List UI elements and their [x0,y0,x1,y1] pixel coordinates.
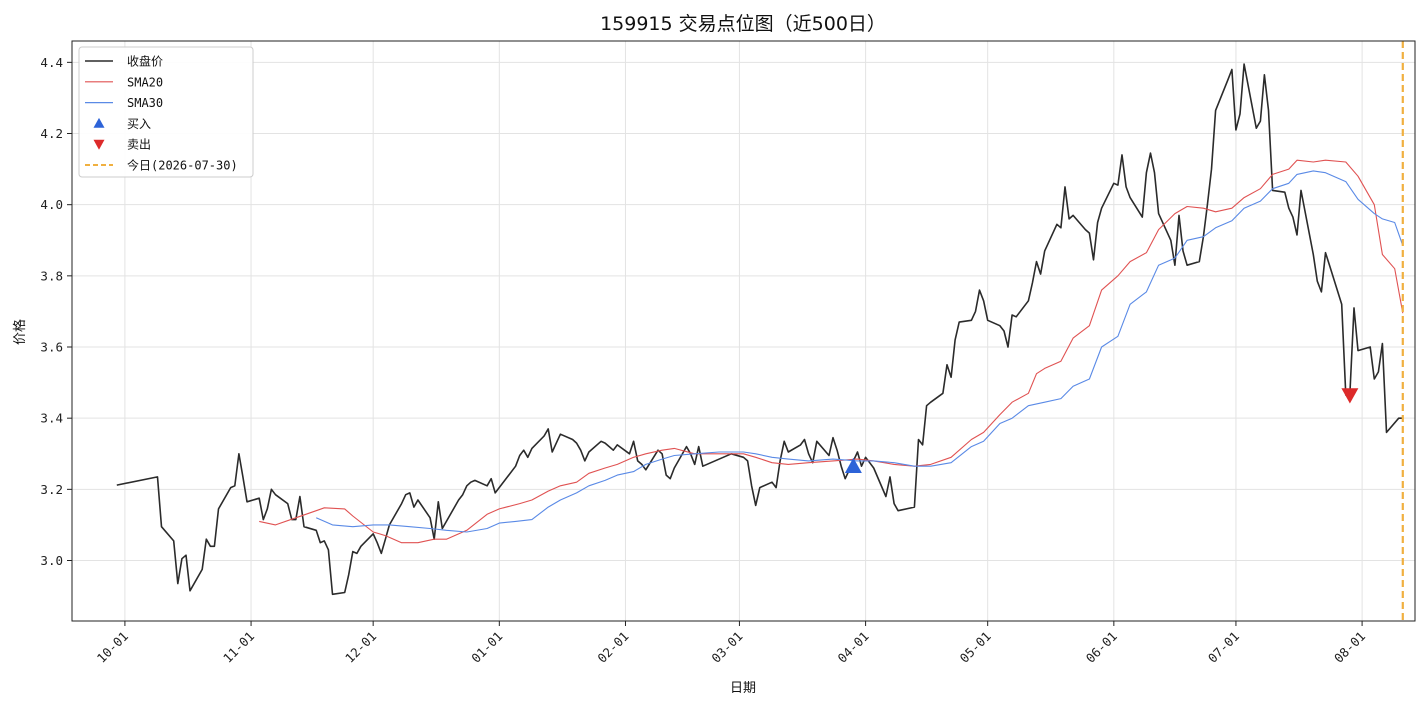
sell-marker [1341,388,1359,404]
series-layer [116,41,1404,621]
y-tick-label: 3.2 [40,482,63,497]
legend-label-today: 今日(2026-07-30) [127,158,238,173]
buy-marker [844,457,862,474]
y-tick-label: 4.4 [40,55,63,70]
legend-handle-sell [93,139,105,150]
chart-title: 159915 交易点位图（近500日） [600,13,886,35]
plot-area-frame [71,40,1416,622]
y-tick-label: 3.8 [40,268,63,283]
marker-layer [844,388,1359,474]
y-tick-label: 3.4 [40,411,63,426]
legend-label-sma20: SMA20 [127,75,163,89]
grid-lines [72,41,1415,621]
legend-label-close: 收盘价 [127,54,163,69]
x-axis-label: 日期 [730,681,756,696]
legend-label-sell: 卖出 [127,138,151,152]
series-line-close [116,63,1403,596]
legend-handle-buy [93,117,105,128]
y-axis-ticks: 3.0 3.2 3.4 3.6 3.8 4.0 4.2 4.4 [40,55,72,568]
y-tick-label: 3.0 [40,553,63,568]
series-line-sma30 [315,170,1404,533]
legend-label-buy: 买入 [127,117,151,131]
y-tick-label: 4.2 [40,126,63,141]
legend-label-sma30: SMA30 [127,96,163,110]
y-tick-label: 4.0 [40,197,63,212]
y-tick-label: 3.6 [40,340,63,355]
y-axis-label: 价格 [12,319,28,345]
legend-box [78,46,254,178]
